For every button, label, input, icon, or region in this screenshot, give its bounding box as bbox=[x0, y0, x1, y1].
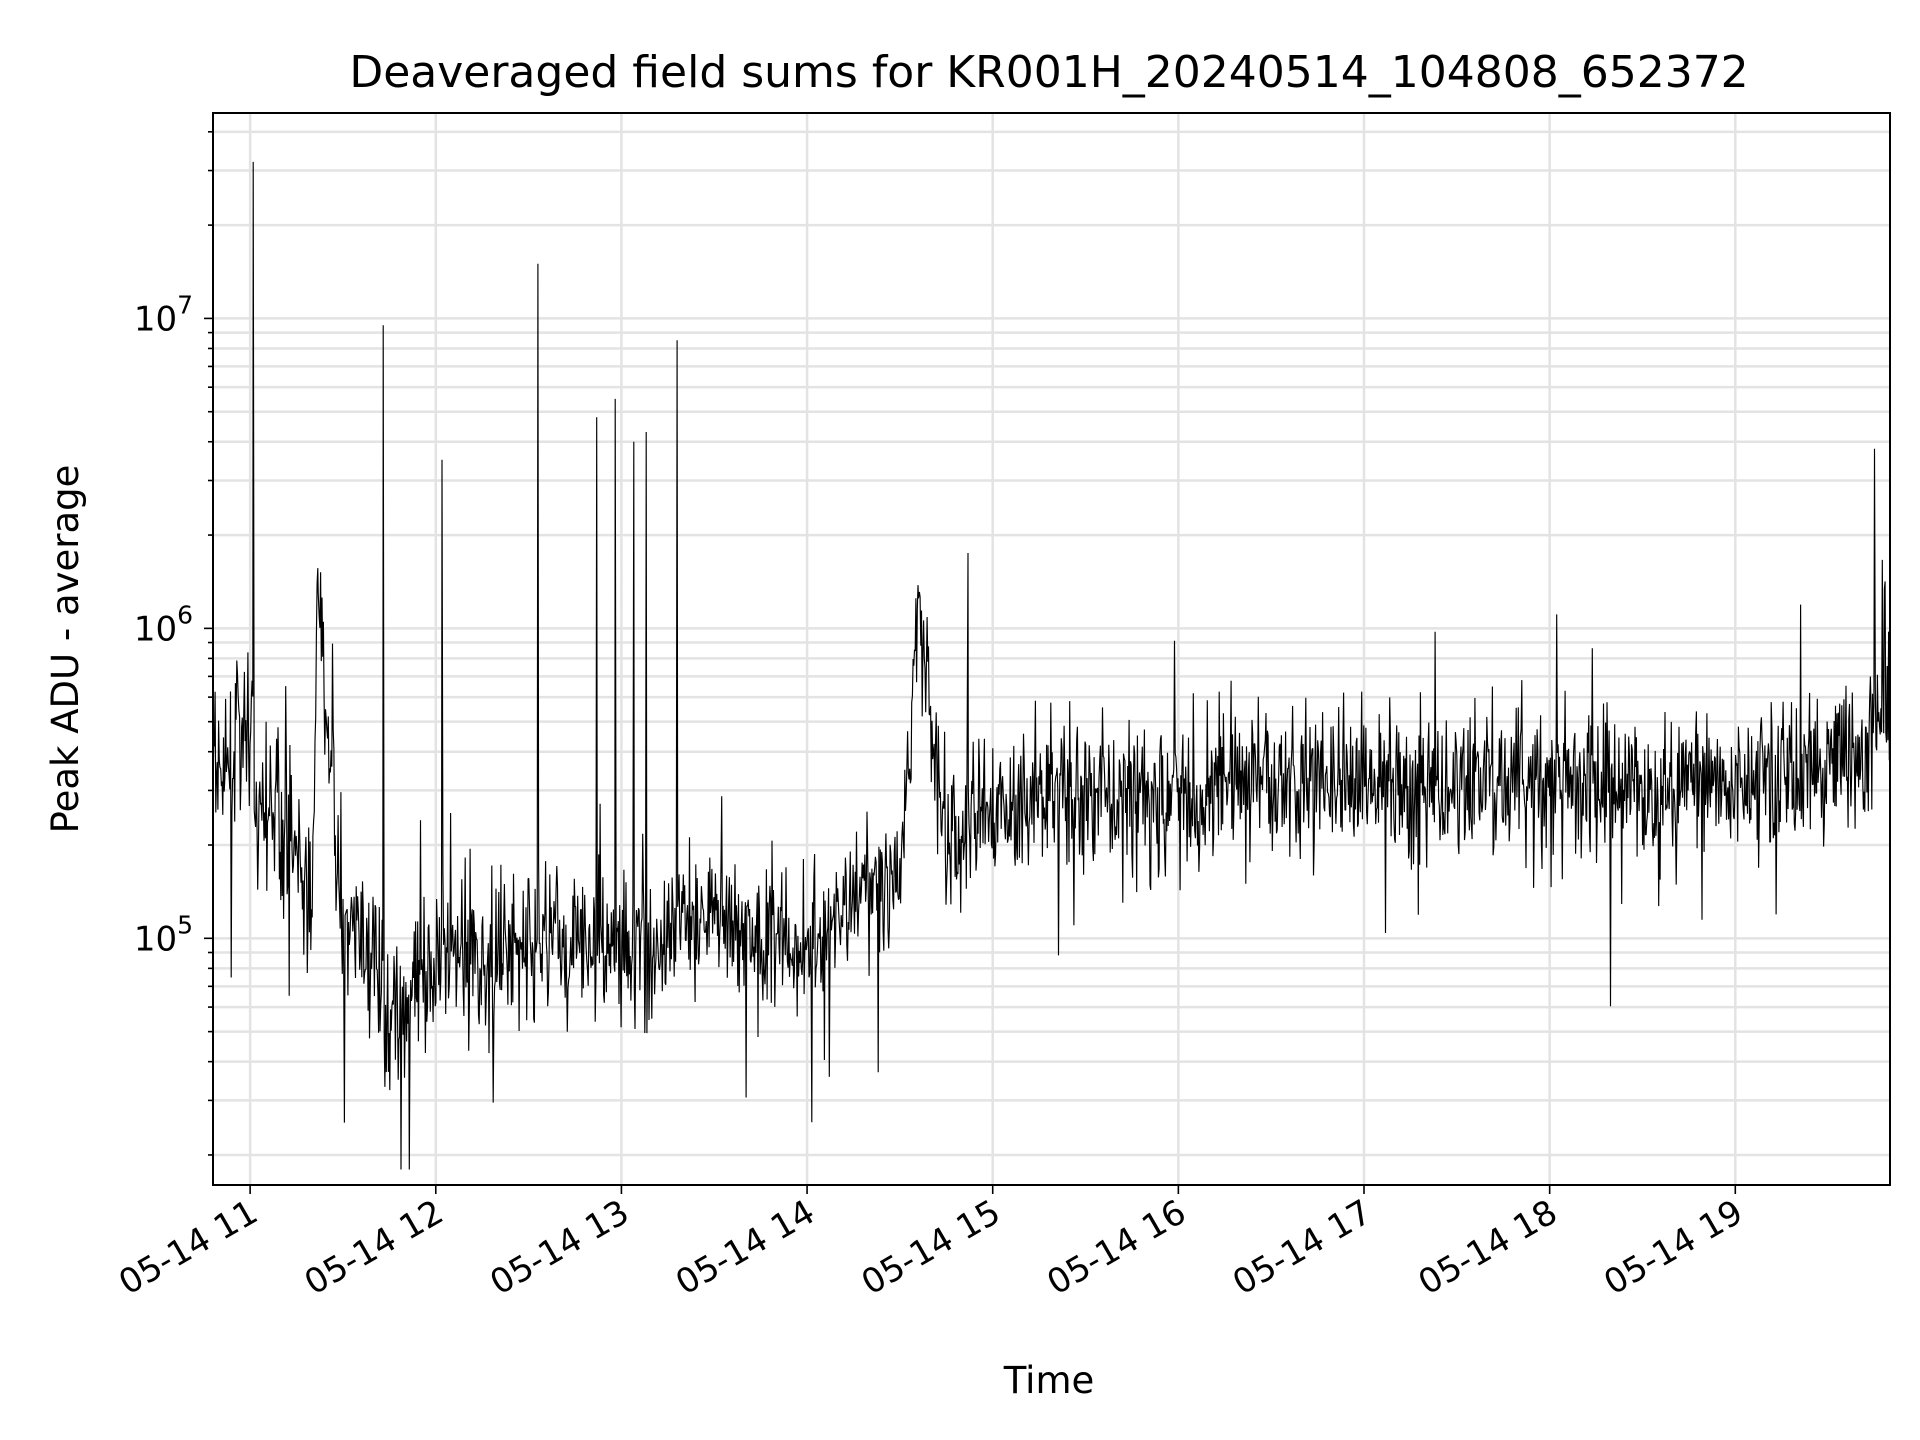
chart-title: Deaveraged field sums for KR001H_2024051… bbox=[349, 47, 1748, 98]
y-tick-label: 106 bbox=[134, 600, 193, 649]
y-tick-label: 107 bbox=[134, 290, 193, 339]
series-line bbox=[212, 161, 1891, 1170]
plot-frame bbox=[212, 112, 1891, 1186]
series-layer bbox=[212, 161, 1891, 1170]
y-tick-label: 105 bbox=[134, 910, 193, 959]
x-axis-label: Time bbox=[1003, 1359, 1095, 1402]
axis-ticks bbox=[204, 131, 1737, 1194]
y-axis-label: Peak ADU - average bbox=[44, 465, 87, 834]
